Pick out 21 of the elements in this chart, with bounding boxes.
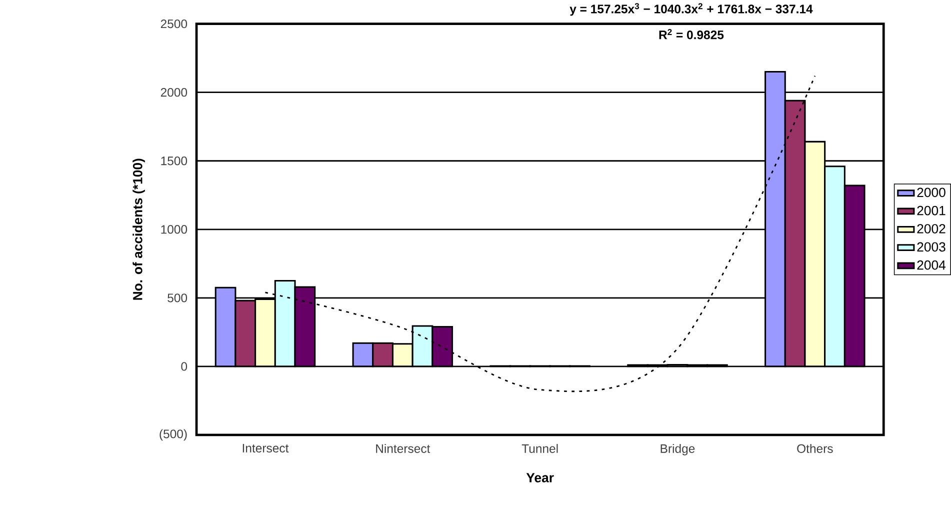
legend-label: 2004: [917, 260, 946, 270]
x-tick-label: Tunnel: [522, 444, 558, 453]
y-tick-label: 2000: [160, 88, 188, 97]
legend-label: 2001: [917, 206, 946, 216]
x-tick-label: Intersect: [242, 444, 289, 452]
annotation: R$^{2}$ = 0.9825: [659, 28, 724, 40]
legend-label: 2003: [917, 242, 946, 252]
x-tick-label: Bridge: [660, 444, 695, 456]
x-axis-title: Year: [526, 473, 554, 482]
x-tick-label: Nintersect: [376, 444, 430, 453]
y-axis-title: No. of accidents (*100): [132, 158, 145, 300]
y-tick-label: (500): [160, 429, 187, 441]
y-tick-label: 1000: [161, 225, 188, 234]
legend-label: 2002: [917, 224, 946, 234]
y-tick-label: 500: [168, 294, 188, 302]
y-tick-label: 2500: [160, 19, 188, 28]
text: y = 157.25x$^{3}$ − 1040.3x$^{2}$ + 1761.8x − 337.14: [570, 3, 813, 16]
y-tick-label: 1500: [161, 156, 188, 166]
y-tick-label: 0: [181, 362, 188, 371]
x-tick-label: Others: [797, 444, 833, 453]
legend-label: 2000: [917, 188, 946, 198]
